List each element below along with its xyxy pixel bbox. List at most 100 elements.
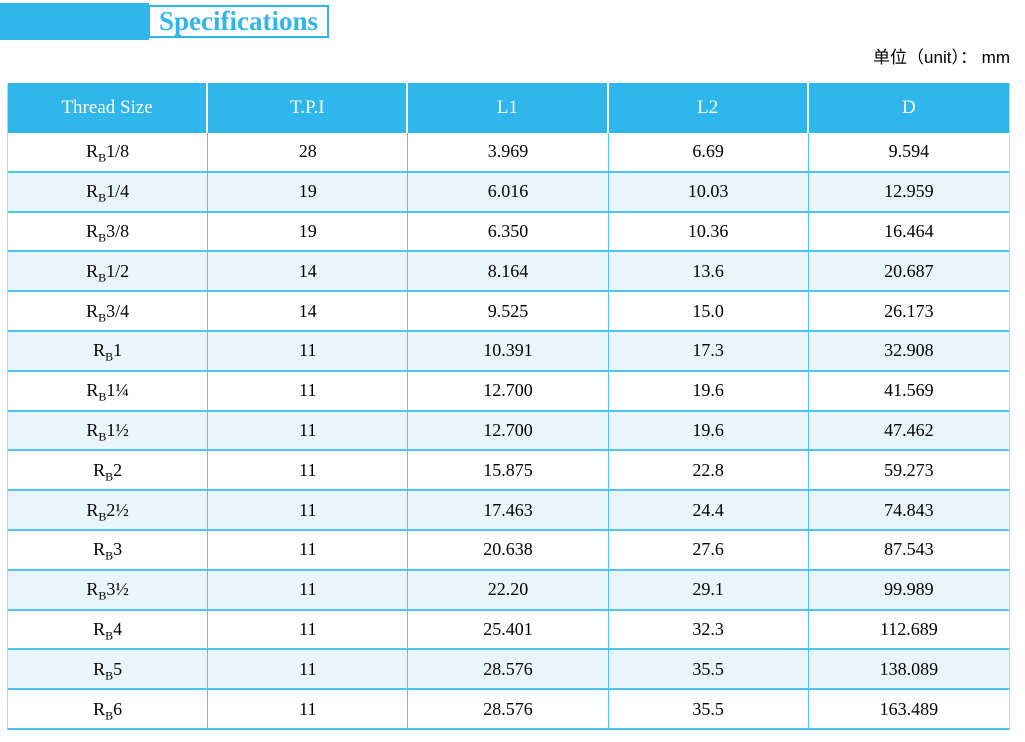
tpi-cell: 11 <box>208 568 409 609</box>
thread-size: 3/4 <box>106 300 130 321</box>
thread-size: 1 <box>113 340 123 361</box>
thread-subscript: B <box>98 429 107 444</box>
tpi-cell: 11 <box>208 528 409 569</box>
tpi-cell: 11 <box>208 608 409 649</box>
l1-cell: 20.638 <box>408 528 609 569</box>
d-cell: 163.489 <box>808 688 1009 728</box>
table-row: RB1/4 19 6.016 10.03 12.959 <box>8 170 1009 211</box>
d-cell: 74.843 <box>808 489 1009 529</box>
thread-size-cell: RB4 <box>8 608 209 649</box>
l2-cell: 32.3 <box>608 608 809 649</box>
l2-cell: 22.8 <box>608 449 809 490</box>
thread-prefix: R <box>86 380 99 401</box>
thread-prefix: R <box>86 300 99 321</box>
thread-size-cell: RB1/4 <box>8 170 209 211</box>
column-header-thread-size: Thread Size <box>8 83 209 133</box>
d-cell: 112.689 <box>808 608 1009 649</box>
thread-prefix: R <box>86 220 99 241</box>
l2-cell: 24.4 <box>608 489 809 529</box>
table-body: RB1/8 28 3.969 6.69 9.594 RB1/4 19 6.016… <box>8 133 1009 728</box>
thread-size: 3/8 <box>106 220 130 241</box>
thread-prefix: R <box>93 340 106 361</box>
d-cell: 9.594 <box>808 133 1009 171</box>
thread-subscript: B <box>98 310 107 325</box>
table-row: RB2½ 11 17.463 24.4 74.843 <box>8 489 1009 529</box>
thread-prefix: R <box>93 539 106 560</box>
thread-size: 3 <box>113 539 123 560</box>
l2-cell: 35.5 <box>608 688 809 728</box>
table-row: RB3 11 20.638 27.6 87.543 <box>8 528 1009 569</box>
thread-size: 2 <box>113 459 123 480</box>
thread-size: 1¼ <box>106 380 129 401</box>
l1-cell: 6.350 <box>408 210 609 251</box>
thread-size-cell: RB6 <box>8 688 209 728</box>
l1-cell: 6.016 <box>408 170 609 211</box>
tpi-cell: 11 <box>208 449 409 490</box>
l1-cell: 22.20 <box>408 568 609 609</box>
tpi-cell: 11 <box>208 329 409 370</box>
tpi-cell: 11 <box>208 648 409 689</box>
table-row: RB2 11 15.875 22.8 59.273 <box>8 449 1009 490</box>
l2-cell: 19.6 <box>608 409 809 450</box>
table-row: RB1 11 10.391 17.3 32.908 <box>8 329 1009 370</box>
l2-cell: 13.6 <box>608 250 809 291</box>
d-cell: 59.273 <box>808 449 1009 490</box>
l2-cell: 35.5 <box>608 648 809 689</box>
tpi-cell: 28 <box>208 133 409 171</box>
thread-prefix: R <box>93 698 106 719</box>
l1-cell: 28.576 <box>408 648 609 689</box>
table-row: RB1½ 11 12.700 19.6 47.462 <box>8 409 1009 450</box>
d-cell: 32.908 <box>808 329 1009 370</box>
l2-cell: 6.69 <box>608 133 809 171</box>
thread-size: 1/8 <box>106 141 130 162</box>
table-row: RB5 11 28.576 35.5 138.089 <box>8 648 1009 689</box>
thread-size-cell: RB1½ <box>8 409 209 450</box>
column-header-l1: L1 <box>408 83 609 133</box>
l2-cell: 27.6 <box>608 528 809 569</box>
l2-cell: 17.3 <box>608 329 809 370</box>
thread-size: 3½ <box>106 579 129 600</box>
thread-size-cell: RB1¼ <box>8 369 209 410</box>
d-cell: 16.464 <box>808 210 1009 251</box>
thread-size: 1/2 <box>106 260 130 281</box>
d-cell: 12.959 <box>808 170 1009 211</box>
thread-prefix: R <box>86 419 99 440</box>
d-cell: 87.543 <box>808 528 1009 569</box>
table-header: Thread Size T.P.I L1 L2 D <box>8 83 1009 133</box>
thread-subscript: B <box>105 708 114 723</box>
table-row: RB3/8 19 6.350 10.36 16.464 <box>8 210 1009 251</box>
thread-size: 1/4 <box>106 181 130 202</box>
d-cell: 26.173 <box>808 290 1009 330</box>
title-accent-bar <box>0 3 149 40</box>
table-row: RB1¼ 11 12.700 19.6 41.569 <box>8 369 1009 410</box>
thread-size: 5 <box>113 658 123 679</box>
thread-size-cell: RB2 <box>8 449 209 490</box>
column-header-d: D <box>808 83 1009 133</box>
thread-prefix: R <box>93 618 106 639</box>
thread-size-cell: RB5 <box>8 648 209 689</box>
l1-cell: 17.463 <box>408 489 609 529</box>
table-row: RB3½ 11 22.20 29.1 99.989 <box>8 568 1009 609</box>
l2-cell: 10.36 <box>608 210 809 251</box>
tpi-cell: 11 <box>208 409 409 450</box>
thread-size-cell: RB1 <box>8 329 209 370</box>
column-header-l2: L2 <box>608 83 809 133</box>
thread-size: 1½ <box>106 419 129 440</box>
tpi-cell: 14 <box>208 290 409 330</box>
thread-subscript: B <box>98 190 107 205</box>
d-cell: 47.462 <box>808 409 1009 450</box>
thread-size-cell: RB3½ <box>8 568 209 609</box>
thread-prefix: R <box>86 141 99 162</box>
l1-cell: 15.875 <box>408 449 609 490</box>
tpi-cell: 14 <box>208 250 409 291</box>
tpi-cell: 11 <box>208 369 409 410</box>
thread-subscript: B <box>105 628 114 643</box>
thread-prefix: R <box>86 260 99 281</box>
l2-cell: 15.0 <box>608 290 809 330</box>
thread-subscript: B <box>105 469 114 484</box>
l1-cell: 12.700 <box>408 369 609 410</box>
thread-size-cell: RB3/8 <box>8 210 209 251</box>
tpi-cell: 11 <box>208 688 409 728</box>
tpi-cell: 19 <box>208 170 409 211</box>
thread-size: 6 <box>113 698 123 719</box>
